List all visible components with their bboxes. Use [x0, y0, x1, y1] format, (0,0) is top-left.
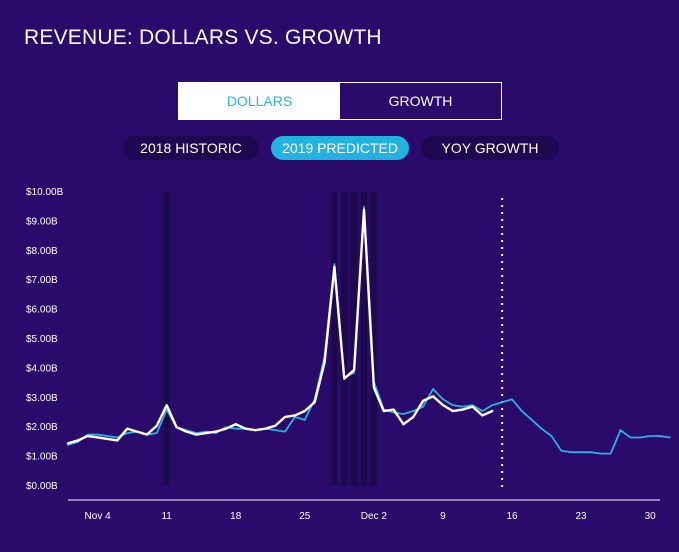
- x-tick-label: 23: [576, 511, 588, 522]
- x-tick-label: 18: [230, 511, 242, 522]
- highlight-band: [370, 192, 377, 486]
- x-tick-label: 30: [645, 511, 657, 522]
- y-tick-label: $8.00B: [26, 246, 58, 257]
- y-tick-label: $7.00B: [26, 275, 58, 286]
- x-tick-label: Nov 4: [85, 511, 112, 522]
- x-tick-label: Dec 2: [361, 511, 388, 522]
- historic-series-button[interactable]: 2018 HISTORIC: [123, 136, 259, 160]
- y-tick-label: $2.00B: [26, 422, 58, 433]
- x-tick-label: 25: [299, 511, 311, 522]
- x-tick-label: 16: [506, 511, 518, 522]
- y-tick-label: $1.00B: [26, 452, 58, 463]
- y-tick-label: $4.00B: [26, 363, 58, 374]
- highlight-band: [341, 192, 348, 486]
- y-tick-label: $6.00B: [26, 305, 58, 316]
- highlight-band: [163, 192, 170, 486]
- highlight-band: [360, 192, 368, 486]
- x-tick-label: 11: [161, 511, 172, 522]
- y-tick-label: $3.00B: [26, 393, 58, 404]
- predicted-series-button[interactable]: 2019 PREDICTED: [271, 136, 409, 160]
- highlight-band: [351, 192, 358, 486]
- y-tick-label: $0.00B: [26, 481, 58, 492]
- highlight-bands: [163, 192, 377, 486]
- dollars-toggle-button[interactable]: DOLLARS: [179, 83, 340, 119]
- highlight-band: [331, 192, 338, 486]
- page-title: REVENUE: DOLLARS VS. GROWTH: [24, 26, 382, 49]
- y-tick-label: $5.00B: [26, 334, 58, 345]
- historic-series-line: [66, 208, 494, 445]
- y-tick-label: $10.00B: [26, 187, 64, 198]
- series-lines: [66, 205, 671, 455]
- view-toggle: DOLLARS GROWTH: [178, 82, 502, 120]
- y-tick-label: $9.00B: [26, 216, 58, 227]
- yoy-growth-series-button[interactable]: YOY GROWTH: [421, 136, 559, 160]
- x-tick-label: 9: [440, 511, 446, 522]
- x-axis: Nov 4 11 18 25 Dec 2 9 16 23 30: [85, 511, 657, 522]
- predicted-series-line: [67, 205, 671, 455]
- growth-toggle-button[interactable]: GROWTH: [340, 83, 501, 119]
- y-axis: $0.00B $1.00B $2.00B $3.00B $4.00B $5.00B $6.0…: [26, 187, 64, 492]
